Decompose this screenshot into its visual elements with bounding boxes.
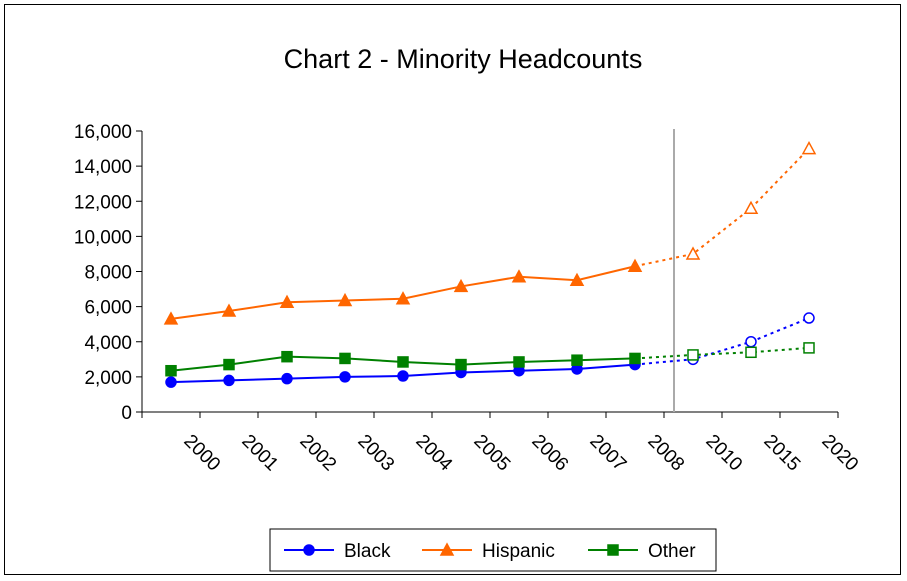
y-tick-label: 0 [121, 403, 132, 424]
y-tick-label: 6,000 [84, 298, 132, 319]
data-point-hispanic [337, 292, 353, 307]
legend-box [269, 528, 717, 572]
y-tick-label: 2,000 [84, 368, 132, 389]
data-point-hispanic [569, 272, 585, 287]
data-point-hispanic [801, 140, 817, 155]
x-tick-label: 2015 [759, 431, 804, 476]
data-point-black [281, 372, 293, 385]
data-point-other [397, 356, 409, 368]
x-tick-label: 2007 [585, 431, 630, 476]
series-line-black-projected [634, 317, 810, 366]
data-point-other [629, 352, 641, 365]
data-point-black [165, 376, 177, 388]
data-point-black [803, 312, 815, 324]
data-point-other [165, 364, 177, 377]
y-tick-label: 10,000 [74, 227, 132, 248]
data-point-other [455, 358, 467, 371]
data-point-black [397, 370, 409, 382]
legend-label-hispanic: Hispanic [482, 541, 555, 562]
x-tick-label: 2006 [527, 431, 572, 476]
data-point-hispanic [627, 258, 643, 272]
data-point-other [513, 356, 525, 368]
x-tick-label: 2002 [295, 431, 340, 476]
x-tick-label: 2001 [237, 431, 282, 476]
data-point-other [281, 350, 293, 363]
data-point-hispanic [221, 303, 237, 317]
y-tick-label: 14,000 [74, 157, 132, 178]
legend-label-other: Other [648, 541, 696, 562]
data-point-hispanic [685, 246, 701, 260]
data-point-other [223, 358, 235, 371]
y-tick-label: 4,000 [84, 333, 132, 354]
legend-marker-hispanic [439, 542, 455, 556]
data-point-other [687, 349, 699, 361]
x-tick-label: 2020 [817, 431, 862, 476]
x-tick-label: 2003 [353, 431, 398, 476]
data-point-hispanic [453, 278, 469, 293]
chart-svg: Chart 2 - Minority Headcounts 0 2,000 4,00… [74, 44, 862, 572]
data-point-other [571, 354, 583, 366]
data-point-black [339, 371, 351, 383]
y-tick-label: 8,000 [84, 263, 132, 284]
x-tick-label: 2008 [643, 431, 688, 476]
plot-area: 0 2,000 4,000 6,000 8,000 10,000 12,000 14,000 1… [74, 122, 862, 476]
series-line-other-projected [634, 346, 810, 360]
x-tick-label: 2010 [701, 431, 746, 476]
data-point-other [339, 352, 351, 365]
chart-title: Chart 2 - Minority Headcounts [284, 44, 643, 74]
legend: Black Hispanic Other [269, 528, 717, 572]
data-point-hispanic [743, 200, 759, 215]
y-tick-label: 12,000 [74, 192, 132, 213]
data-point-hispanic [511, 269, 527, 283]
x-tick-label: 2000 [179, 431, 224, 476]
data-point-hispanic [163, 311, 179, 325]
legend-marker-other [607, 544, 619, 556]
data-point-other [803, 342, 815, 354]
data-point-black [745, 336, 757, 348]
series-line-hispanic-projected [634, 147, 810, 268]
data-point-other [745, 346, 757, 359]
y-tick-label: 16,000 [74, 122, 132, 143]
x-tick-label: 2004 [411, 431, 456, 476]
legend-label-black: Black [344, 541, 391, 562]
data-point-hispanic [395, 291, 411, 305]
data-point-black [223, 374, 235, 387]
chart-frame: Chart 2 - Minority Headcounts 0 2,000 4,00… [4, 4, 901, 575]
data-point-hispanic [279, 294, 295, 308]
legend-marker-black [303, 544, 315, 556]
x-tick-label: 2005 [469, 431, 514, 476]
